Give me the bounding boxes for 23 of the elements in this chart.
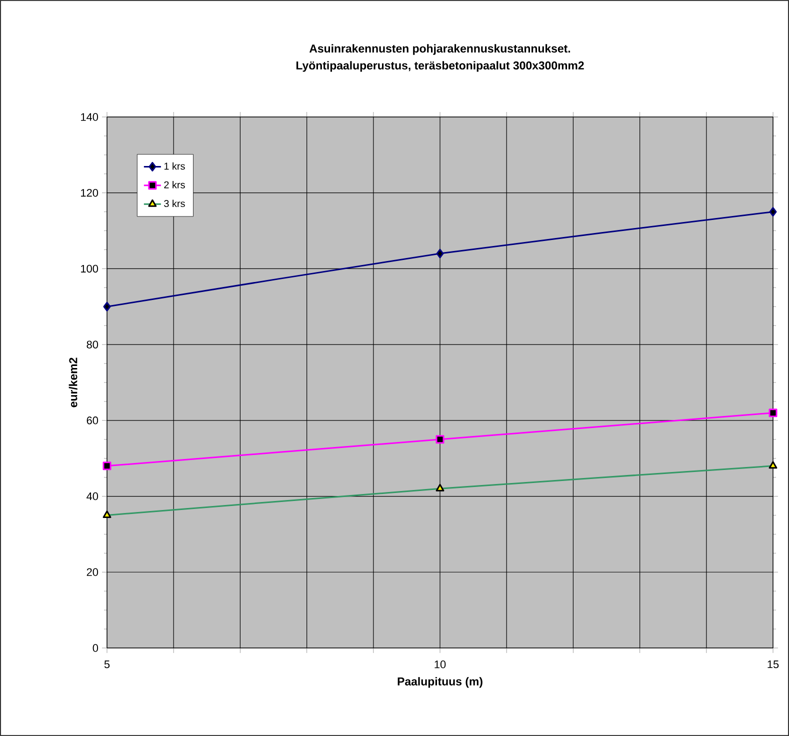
y-tick-label: 60 [86, 416, 98, 424]
point [102, 462, 112, 470]
y-tick-label: 0 [92, 644, 98, 652]
point [436, 248, 444, 258]
y-tick-label: 120 [81, 188, 98, 197]
y-tick-label: 40 [86, 492, 98, 500]
y-tick-label: 80 [86, 340, 98, 348]
y-tick-label: 100 [81, 264, 98, 273]
point [769, 207, 777, 217]
y-axis-title: eur/kem2 [68, 358, 78, 408]
chart-title: Asuinrakennusten pohjarakennuskustannukset. Lyöntipaaluperustus, teräsbetonipaalut 300x300mm2 [296, 44, 584, 72]
point [436, 435, 444, 444]
x-axis-title: Paalupituus (m) [398, 677, 482, 688]
x-tick-label: 5 [104, 660, 110, 668]
x-tick-label: 10 [434, 660, 446, 668]
point [103, 302, 111, 312]
legend-label: 3 krs [164, 200, 185, 208]
y-tick-label: 140 [81, 113, 98, 121]
point [768, 408, 778, 418]
x-tick-label: 15 [768, 660, 779, 668]
legend-label: 1 krs [164, 162, 185, 170]
legend-label: 2 krs [164, 181, 185, 188]
y-tick-label: 20 [86, 568, 98, 576]
